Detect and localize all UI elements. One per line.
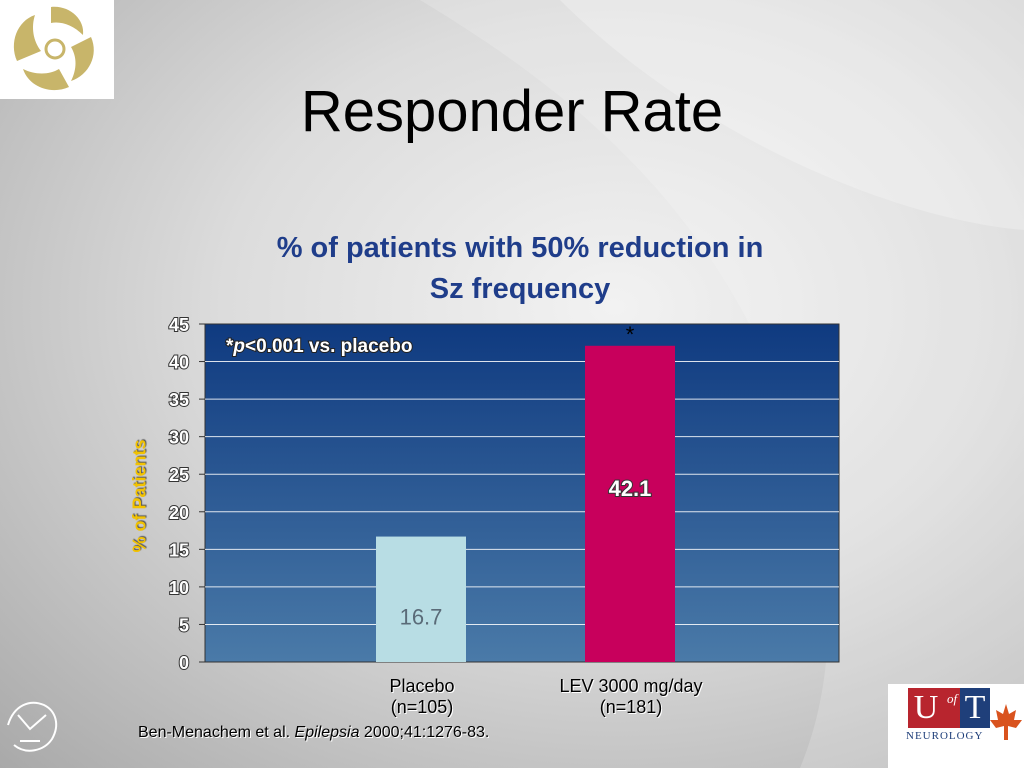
x-category-n: (n=105): [390, 697, 454, 717]
gridlines: [205, 361, 839, 625]
citation-ref: 2000;41:1276-83.: [363, 724, 490, 741]
slide-title: Responder Rate: [300, 79, 724, 144]
significance-marker: *: [626, 322, 635, 347]
x-category-label: LEV 3000 mg/day: [559, 676, 703, 696]
y-tick-label: 0: [179, 653, 189, 673]
chart-title-line-1: % of patients with 50% reduction in: [276, 232, 764, 264]
annotation-rest: <0.001 vs. placebo: [245, 336, 412, 357]
y-tick-label: 40: [169, 353, 189, 373]
logo-department: NEUROLOGY: [906, 730, 984, 742]
seal-logo: [7, 701, 58, 752]
annotation-star: *: [226, 336, 234, 357]
bars: [376, 345, 675, 662]
bar-value-labels: 16.7 42.1: [400, 475, 653, 629]
x-category-label: Placebo: [389, 676, 455, 696]
citation-authors: Ben-Menachem et al.: [138, 724, 291, 741]
wheel-logo: [0, 0, 114, 99]
annotation-p: p: [232, 336, 245, 357]
x-category-n: (n=181): [599, 697, 663, 717]
y-tick-label: 10: [169, 578, 189, 598]
uoft-neurology-logo: U of T NEUROLOGY: [888, 684, 1024, 768]
bar: [585, 345, 675, 662]
y-tick-label: 35: [169, 390, 189, 410]
citation-journal: Epilepsia: [294, 724, 360, 741]
logo-letter-of: of: [944, 688, 960, 728]
y-axis-label: % of Patients: [129, 439, 150, 553]
x-category-lev: LEV 3000 mg/day (n=181): [540, 676, 722, 718]
citation: Ben-Menachem et al. Epilepsia 2000;41:12…: [138, 724, 489, 742]
y-tick-labels: 0 5 10 15 20 25 30 35 40 45: [168, 314, 205, 674]
logo-letter-t: T: [960, 688, 990, 728]
plot-area: [204, 323, 840, 663]
maple-leaf-icon: [990, 704, 1022, 740]
chart-title-line-2: Sz frequency: [429, 273, 611, 305]
y-tick-label: 15: [169, 540, 189, 560]
y-tick-label: 45: [169, 315, 189, 335]
p-value-annotation: *p<0.001 vs. placebo: [226, 336, 412, 357]
y-tick-label: 5: [179, 615, 189, 635]
bar-value-label: 42.1: [609, 476, 652, 501]
y-tick-label: 30: [169, 428, 189, 448]
logo-letter-u: U: [908, 688, 944, 728]
y-tick-label: 20: [169, 503, 189, 523]
bar: [376, 536, 466, 662]
y-tick-label: 25: [169, 465, 189, 485]
chart-title: % of patients with 50% reduction in Sz f…: [180, 228, 860, 310]
bar-value-label: 16.7: [400, 604, 443, 629]
x-category-placebo: Placebo (n=105): [362, 676, 482, 718]
